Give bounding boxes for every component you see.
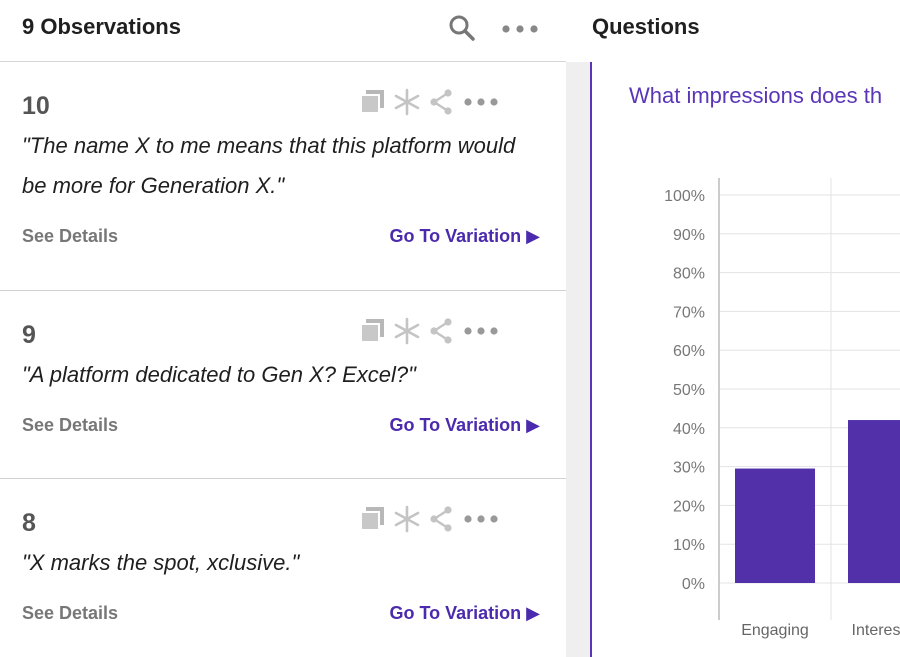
- copy-icon[interactable]: [358, 505, 392, 533]
- share-icon[interactable]: [426, 88, 460, 116]
- observation-card: 9 "A platform dedicated to Gen X? Excel?…: [0, 291, 566, 479]
- go-to-variation-link[interactable]: Go To Variation ▶: [389, 415, 540, 435]
- observation-quote: "A platform dedicated to Gen X? Excel?": [22, 362, 416, 387]
- bar-chart: 0% 10% 20% 30% 40% 50% 60% 70% 80% 90% 100% Engagin…: [592, 130, 900, 657]
- chart-svg: 0% 10% 20% 30% 40% 50% 60% 70% 80% 90% 100% Engagin…: [664, 178, 900, 639]
- observation-card: 8 "X marks the spot, xclusive." See Deta…: [0, 479, 566, 657]
- go-to-variation-link[interactable]: Go To Variation ▶: [389, 226, 540, 246]
- observation-list: 10 "The name X to me means that this pla…: [0, 62, 566, 657]
- card-actions: [358, 317, 504, 345]
- panel-splitter[interactable]: [566, 62, 592, 657]
- y-tick-label: 90%: [673, 227, 705, 244]
- asterisk-icon[interactable]: [392, 88, 426, 116]
- y-tick-label: 20%: [673, 498, 705, 515]
- asterisk-icon[interactable]: [392, 505, 426, 533]
- questions-title: Questions: [592, 14, 700, 39]
- x-tick-label: Interes: [852, 622, 900, 639]
- card-actions: [358, 505, 504, 533]
- bar: [848, 420, 900, 583]
- y-tick-label: 0%: [682, 576, 705, 593]
- observation-number: 10: [22, 92, 50, 120]
- observation-number: 8: [22, 509, 36, 537]
- y-tick-label: 10%: [673, 537, 705, 554]
- y-tick-label: 40%: [673, 421, 705, 438]
- y-tick-label: 50%: [673, 382, 705, 399]
- observation-quote: "X marks the spot, xclusive.": [22, 550, 300, 575]
- observation-card: 10 "The name X to me means that this pla…: [0, 62, 566, 291]
- observation-quote: "The name X to me means that this platfo…: [22, 133, 516, 198]
- go-to-variation-link[interactable]: Go To Variation ▶: [389, 603, 540, 623]
- more-icon[interactable]: [460, 505, 504, 533]
- y-tick-label: 80%: [673, 266, 705, 283]
- y-tick-label: 30%: [673, 460, 705, 477]
- questions-header: Questions: [592, 0, 900, 62]
- copy-icon[interactable]: [358, 88, 392, 116]
- y-tick-label: 60%: [673, 343, 705, 360]
- bar: [735, 468, 815, 583]
- observations-header: 9 Observations: [0, 0, 566, 62]
- observations-title: 9 Observations: [22, 14, 181, 39]
- see-details-link[interactable]: See Details: [22, 603, 119, 623]
- question-text[interactable]: What impressions does th: [629, 83, 883, 108]
- see-details-link[interactable]: See Details: [22, 226, 119, 246]
- x-tick-label: Engaging: [741, 622, 809, 639]
- share-icon[interactable]: [426, 505, 460, 533]
- more-icon[interactable]: [460, 317, 504, 345]
- y-tick-label: 100%: [664, 188, 705, 205]
- asterisk-icon[interactable]: [392, 317, 426, 345]
- copy-icon[interactable]: [358, 317, 392, 345]
- card-actions: [358, 88, 504, 116]
- more-icon[interactable]: [500, 22, 540, 40]
- more-icon[interactable]: [460, 88, 504, 116]
- search-icon[interactable]: [448, 14, 476, 47]
- y-tick-label: 70%: [673, 304, 705, 321]
- see-details-link[interactable]: See Details: [22, 415, 119, 435]
- share-icon[interactable]: [426, 317, 460, 345]
- observation-number: 9: [22, 321, 36, 349]
